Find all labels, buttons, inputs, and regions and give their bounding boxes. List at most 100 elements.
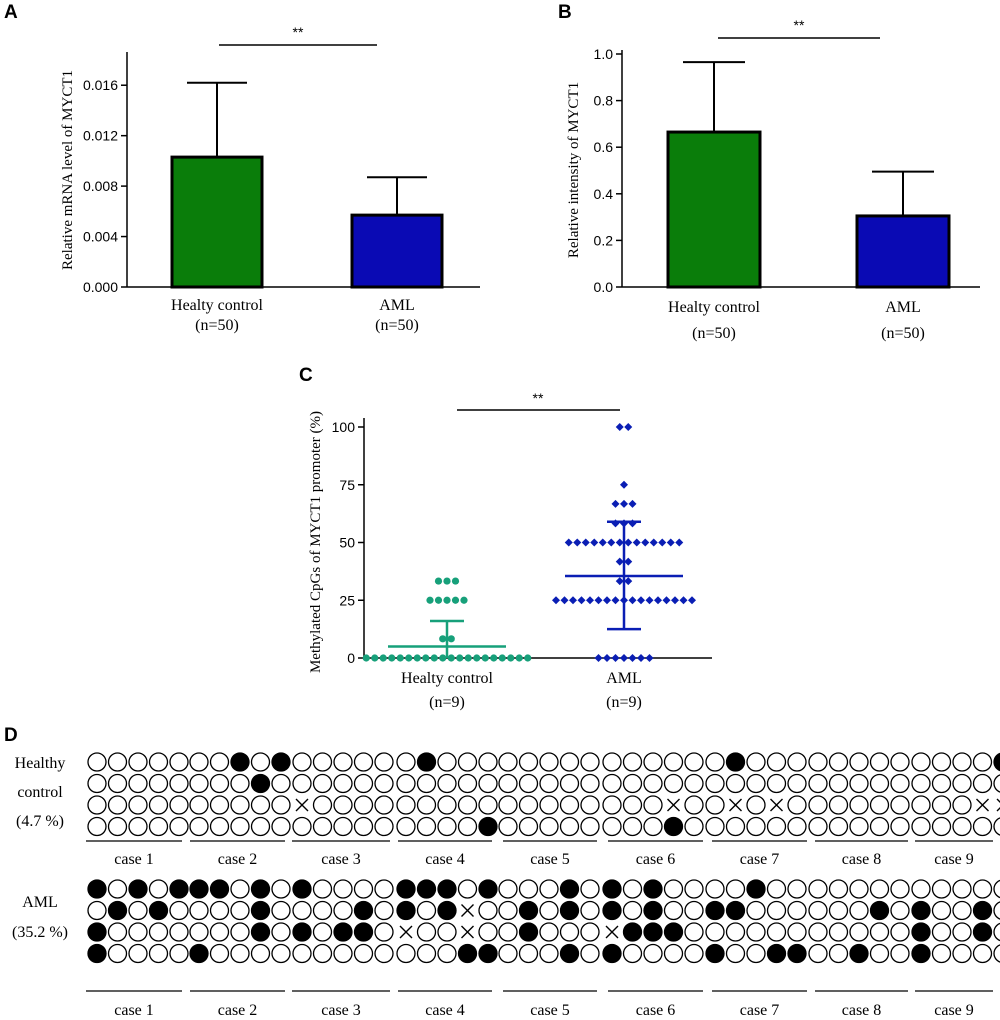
- cpg-site-methylated: [148, 900, 169, 921]
- y-tick-label: 50: [339, 535, 355, 551]
- cpg-site-unmethylated: [808, 795, 828, 815]
- cpg-site-unmethylated: [230, 900, 250, 921]
- cpg-site-unmethylated: [437, 795, 457, 815]
- cpg-site-unmethylated: [271, 879, 291, 899]
- cpg-site-methylated: [250, 773, 271, 794]
- cpg-site-unmethylated: [87, 795, 107, 815]
- cpg-site-unmethylated: [622, 943, 643, 964]
- cpg-site-methylated: [602, 879, 622, 899]
- data-point: [473, 654, 481, 662]
- cpg-site-unmethylated: [890, 773, 910, 794]
- cpg-site-unmethylated: [518, 816, 539, 837]
- category-label: AML: [606, 670, 642, 687]
- cpg-site-unmethylated: [890, 795, 910, 815]
- data-point: [637, 654, 645, 662]
- data-point: [498, 654, 506, 662]
- cpg-site-methylated: [250, 922, 271, 942]
- data-point: [515, 654, 523, 662]
- bar: [666, 130, 762, 289]
- cpg-site-unmethylated: [498, 900, 518, 921]
- cpg-site-unmethylated: [787, 816, 807, 837]
- cpg-site-unmethylated: [766, 773, 787, 794]
- methylation-diagram-d: Healthy control (4.7 %) case 1 case 2 case 3 c…: [12, 752, 1000, 1019]
- cpg-site-unmethylated: [478, 752, 498, 772]
- data-point: [577, 596, 586, 605]
- data-point: [641, 538, 650, 547]
- cpg-site-unmethylated: [312, 922, 333, 942]
- data-point: [422, 654, 430, 662]
- y-tick-label: 25: [339, 592, 355, 608]
- data-point: [624, 577, 633, 586]
- cpg-site-unmethylated: [952, 943, 972, 964]
- data-point: [388, 654, 396, 662]
- y-tick-label: 1.0: [594, 46, 614, 62]
- panel-label-a: A: [4, 2, 18, 23]
- cpg-site-unmethylated: [766, 900, 787, 921]
- cpg-site-unmethylated: [828, 752, 849, 772]
- cpg-site-unmethylated: [148, 752, 169, 772]
- cpg-site-unmethylated: [128, 943, 148, 964]
- cpg-site-unmethylated: [849, 816, 869, 837]
- y-tick-label: 0.0: [594, 279, 614, 295]
- cpg-site-unmethylated: [478, 773, 498, 794]
- cpg-site-unmethylated: [107, 773, 128, 794]
- cpg-site-unmethylated: [952, 773, 972, 794]
- y-axis-label: Relative mRNA level of MYCT1: [60, 70, 76, 270]
- cpg-site-unmethylated: [539, 816, 559, 837]
- cpg-site-methylated: [518, 922, 539, 942]
- cpg-site-methylated: [230, 752, 250, 772]
- cpg-site-methylated: [478, 943, 498, 964]
- cpg-site-unmethylated: [312, 900, 333, 921]
- cpg-site-unmethylated: [580, 816, 600, 837]
- cpg-site-unmethylated: [580, 795, 600, 815]
- cpg-site-unmethylated: [333, 943, 353, 964]
- cpg-site-unmethylated: [580, 922, 600, 942]
- cpg-site-unmethylated: [931, 795, 952, 815]
- data-point: [645, 596, 654, 605]
- cpg-site-unmethylated: [498, 943, 518, 964]
- cpg-site-methylated: [622, 922, 643, 942]
- cpg-site-unmethylated: [437, 943, 457, 964]
- data-point: [632, 538, 641, 547]
- cpg-site-unmethylated: [622, 773, 643, 794]
- cpg-site-unmethylated: [87, 773, 107, 794]
- data-point: [460, 596, 468, 604]
- cpg-site-unmethylated: [292, 752, 312, 772]
- cpg-site-unmethylated: [705, 752, 725, 772]
- data-point: [628, 654, 637, 662]
- cpg-site-unmethylated: [911, 816, 931, 837]
- cpg-site-unmethylated: [972, 879, 993, 899]
- cpg-site-unmethylated: [478, 922, 498, 942]
- cpg-site-methylated: [189, 879, 209, 899]
- cpg-site-unmethylated: [972, 943, 993, 964]
- cpg-site-methylated: [209, 879, 230, 899]
- cpg-site-unmethylated: [457, 773, 478, 794]
- cpg-site-unmethylated: [663, 879, 684, 899]
- cpg-site-unmethylated: [518, 943, 539, 964]
- cpg-site-unmethylated: [107, 816, 128, 837]
- cpg-site-unmethylated: [312, 943, 333, 964]
- cpg-site-unmethylated: [622, 900, 643, 921]
- cpg-site-undetected: [770, 798, 783, 812]
- cpg-site-unmethylated: [602, 752, 622, 772]
- cpg-site-methylated: [643, 900, 663, 921]
- cpg-site-unmethylated: [952, 900, 972, 921]
- cpg-site-unmethylated: [746, 922, 766, 942]
- cpg-site-unmethylated: [828, 816, 849, 837]
- cpg-site-methylated: [416, 752, 437, 772]
- cpg-site-unmethylated: [374, 752, 394, 772]
- cpg-site-unmethylated: [148, 943, 169, 964]
- data-point: [611, 596, 620, 605]
- cpg-site-unmethylated: [828, 773, 849, 794]
- cpg-site-unmethylated: [643, 816, 663, 837]
- cpg-site-undetected: [399, 925, 413, 939]
- cpg-site-unmethylated: [416, 795, 437, 815]
- y-tick-label: 0.004: [83, 229, 118, 245]
- data-point: [679, 596, 688, 605]
- data-point: [569, 596, 577, 605]
- data-point: [552, 596, 560, 605]
- cpg-site-unmethylated: [498, 922, 518, 942]
- cpg-site-unmethylated: [828, 795, 849, 815]
- cpg-site-undetected: [667, 798, 680, 812]
